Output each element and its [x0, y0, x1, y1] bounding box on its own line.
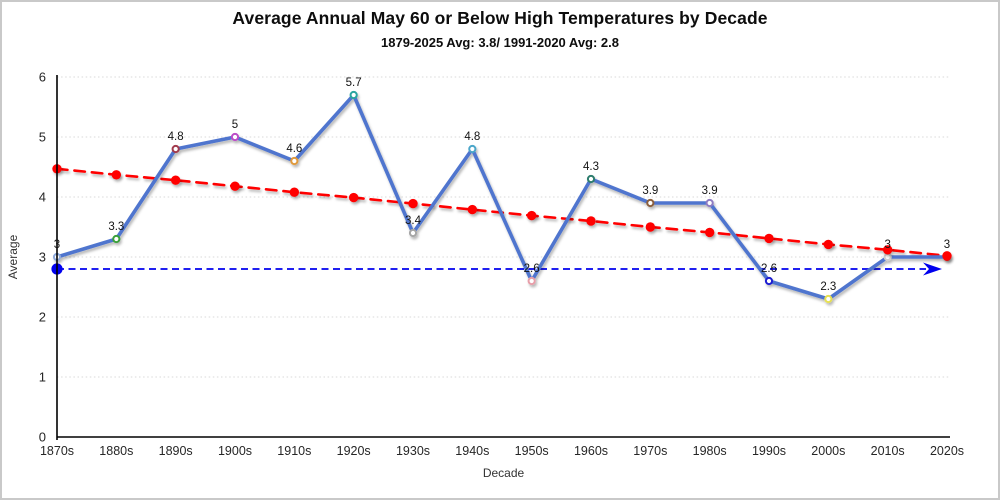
svg-text:1970s: 1970s	[633, 444, 667, 458]
svg-text:4.6: 4.6	[286, 143, 302, 155]
svg-text:4: 4	[39, 190, 46, 205]
chart-title: Average Annual May 60 or Below High Temp…	[232, 8, 768, 28]
svg-text:2.6: 2.6	[761, 263, 777, 275]
svg-text:1880s: 1880s	[99, 444, 133, 458]
svg-text:2010s: 2010s	[871, 444, 905, 458]
svg-text:1960s: 1960s	[574, 444, 608, 458]
svg-text:4.3: 4.3	[583, 161, 599, 173]
svg-text:1: 1	[39, 370, 46, 385]
svg-text:0: 0	[39, 430, 46, 445]
svg-text:3: 3	[54, 239, 60, 251]
svg-text:1910s: 1910s	[277, 444, 311, 458]
svg-text:2.6: 2.6	[524, 263, 540, 275]
svg-text:1930s: 1930s	[396, 444, 430, 458]
x-axis-tick-labels: 1870s 1880s 1890s 1900s 1910s 1920s 1930s 1940s…	[40, 444, 964, 458]
chart-subtitle: 1879-2025 Avg: 3.8/ 1991-2020 Avg: 2.8	[381, 35, 619, 50]
svg-text:3.9: 3.9	[702, 185, 718, 197]
main-series-line	[52, 90, 952, 304]
svg-text:3.9: 3.9	[642, 185, 658, 197]
svg-text:2: 2	[39, 310, 46, 325]
svg-text:5: 5	[232, 119, 238, 131]
svg-text:4.8: 4.8	[168, 131, 184, 143]
svg-text:3.4: 3.4	[405, 215, 422, 227]
svg-text:1950s: 1950s	[515, 444, 549, 458]
reference-line-avg	[51, 262, 942, 276]
svg-text:1890s: 1890s	[159, 444, 193, 458]
svg-text:1870s: 1870s	[40, 444, 74, 458]
svg-text:1900s: 1900s	[218, 444, 252, 458]
x-axis-title: Decade	[483, 466, 525, 480]
data-labels: 3 3.3 4.8 5 4.6 5.7 3.4 4.8 2.6 4.3 3.9 3.9 2.6 2.3 3 3	[54, 77, 950, 293]
svg-text:5: 5	[39, 130, 46, 145]
axes	[56, 75, 950, 440]
svg-text:2020s: 2020s	[930, 444, 964, 458]
svg-text:2000s: 2000s	[811, 444, 845, 458]
svg-text:1990s: 1990s	[752, 444, 786, 458]
y-axis-title: Average	[6, 234, 20, 279]
svg-text:3: 3	[944, 239, 950, 251]
svg-text:3: 3	[884, 239, 890, 251]
gridlines	[57, 76, 950, 378]
trend-line-dots	[52, 164, 952, 261]
svg-text:6: 6	[39, 70, 46, 85]
svg-text:1920s: 1920s	[337, 444, 371, 458]
svg-text:1940s: 1940s	[455, 444, 489, 458]
svg-text:4.8: 4.8	[464, 131, 480, 143]
svg-text:2.3: 2.3	[820, 281, 836, 293]
svg-text:3.3: 3.3	[108, 221, 124, 233]
svg-text:3: 3	[39, 250, 46, 265]
y-axis-tick-labels: 0 1 2 3 4 5 6	[39, 70, 46, 445]
svg-text:5.7: 5.7	[346, 77, 362, 89]
svg-text:1980s: 1980s	[693, 444, 727, 458]
